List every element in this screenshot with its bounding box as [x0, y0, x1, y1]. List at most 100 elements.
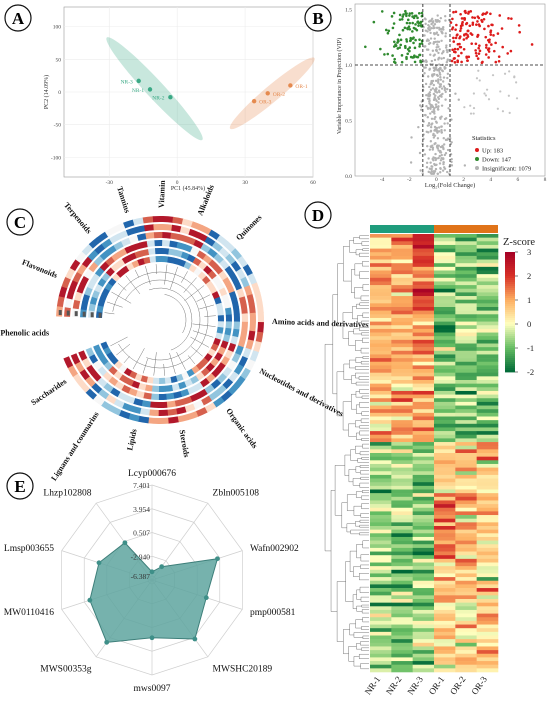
volcano-point-insignificant: [431, 104, 434, 107]
heatmap-cell: [455, 653, 477, 658]
heatmap-cell: [476, 536, 499, 541]
heatmap-cell: [391, 500, 413, 505]
circular-heatmap-cell: [220, 390, 233, 402]
circular-heatmap-cell: [230, 260, 242, 273]
heatmap-cell: [455, 474, 477, 479]
heatmap-cell: [476, 551, 499, 556]
heatmap-cell: [434, 321, 456, 326]
heatmap-cell: [412, 365, 435, 370]
circular-heatmap-cell: [196, 250, 207, 260]
heatmap-cell: [412, 252, 435, 257]
volcano-point-insignificant: [437, 51, 440, 55]
circular-heatmap-cell: [146, 240, 156, 248]
heatmap-cell: [412, 650, 435, 655]
circular-heatmap-cell: [217, 321, 224, 328]
colorbar-segment: [505, 256, 515, 259]
heatmap-cell: [434, 664, 456, 669]
volcano-point-insignificant: [429, 112, 432, 115]
heatmap-cell: [370, 617, 392, 622]
circular-heatmap-cell: [204, 384, 215, 395]
panel-b: -4 -2 0 2 4 6 81.51.00.50.0 Log₂(Fold Change) …: [304, 3, 547, 189]
heatmap-cell: [412, 354, 435, 359]
heatmap-cell: [434, 303, 456, 308]
circular-heatmap-cell: [84, 286, 93, 297]
heatmap-cell: [476, 657, 499, 662]
volcano-point-up: [487, 24, 490, 28]
heatmap-column-labels: NR-1 NR-2 NR-3 OR-1 OR-2 OR-3: [363, 674, 490, 697]
volcano-point-insignificant: [507, 94, 510, 97]
heatmap-cell: [455, 405, 477, 410]
heatmap-cell: [412, 515, 435, 519]
circular-dendrogram-branch: [117, 282, 127, 291]
circular-heatmap-cell: [205, 373, 216, 383]
volcano-point-down: [398, 33, 401, 37]
circular-heatmap-cell: [166, 400, 176, 408]
heatmap-cell: [370, 234, 392, 238]
heatmap-cell: [476, 540, 499, 545]
volcano-point-insignificant: [445, 44, 448, 47]
volcano-point-down: [417, 21, 421, 25]
radar-radial-tick-label: 7.401: [133, 481, 150, 490]
circular-heatmap-cell: [108, 376, 119, 387]
heatmap-cell: [391, 460, 413, 465]
heatmap-cell: [370, 620, 392, 625]
heatmap-cell: [412, 646, 435, 651]
volcano-point-insignificant: [434, 103, 438, 106]
volcano-point-insignificant: [440, 57, 443, 60]
circular-heatmap-cell: [249, 312, 256, 323]
volcano-point-insignificant: [440, 87, 444, 90]
circular-heatmap-cell: [199, 377, 210, 388]
circular-heatmap-category-label: Nucleotides and derivatives: [258, 366, 345, 418]
circular-heatmap-cell: [96, 377, 108, 388]
legend-down: Down: 147: [482, 157, 512, 164]
heatmap-cell: [370, 474, 392, 479]
heatmap-cell: [412, 500, 435, 505]
circular-heatmap-cell: [111, 251, 122, 262]
circular-heatmap-cell: [103, 346, 112, 356]
pca-point-nr-1: [147, 87, 153, 92]
colorbar-segment: [505, 370, 515, 373]
heatmap-cell: [434, 372, 456, 377]
circular-heatmap-cell: [238, 356, 248, 368]
heatmap-cell: [391, 321, 413, 326]
circular-heatmap-sample-marker: [90, 312, 94, 318]
circular-heatmap-cell: [88, 303, 96, 312]
heatmap-cell: [370, 536, 392, 541]
circular-dendrogram-arc: [164, 294, 187, 334]
heatmap-cell: [476, 332, 499, 337]
circular-heatmap-cell: [180, 388, 190, 398]
colorbar-segment: [505, 360, 515, 363]
legend-up: Up: 183: [482, 148, 503, 155]
heatmap-cell: [434, 631, 456, 636]
circular-heatmap-cell: [124, 377, 134, 387]
volcano-point-insignificant: [440, 125, 443, 128]
volcano-point-insignificant: [443, 129, 446, 132]
heatmap-cell: [434, 241, 456, 246]
volcano-point-insignificant: [515, 81, 518, 84]
volcano-point-down: [412, 41, 415, 45]
heatmap-cell: [434, 485, 456, 490]
heatmap-cell: [434, 416, 456, 421]
heatmap-column-label: NR-1: [363, 674, 383, 696]
volcano-point-down: [396, 47, 400, 50]
volcano-point-down: [411, 30, 414, 33]
volcano-point-insignificant: [444, 46, 448, 49]
volcano-point-insignificant: [441, 92, 444, 96]
circular-heatmap-cell: [99, 249, 111, 261]
heatmap-cell: [455, 259, 477, 264]
heatmap-cell: [370, 390, 392, 395]
circular-dendrogram-branch: [196, 294, 211, 302]
colorbar-segment: [505, 308, 515, 311]
circular-heatmap-sample-marker: [66, 310, 70, 316]
heatmap-cell: [412, 566, 435, 571]
panel-b-label: B: [312, 9, 323, 28]
circular-heatmap-cell: [232, 306, 240, 315]
heatmap-cell: [370, 650, 392, 655]
radar-data-point: [96, 560, 102, 566]
heatmap-cell: [391, 237, 413, 242]
volcano-point-up: [473, 16, 477, 20]
volcano-x-tick-label: 4: [489, 177, 492, 183]
circular-heatmap-cell: [79, 275, 90, 287]
volcano-point-insignificant: [428, 85, 431, 89]
